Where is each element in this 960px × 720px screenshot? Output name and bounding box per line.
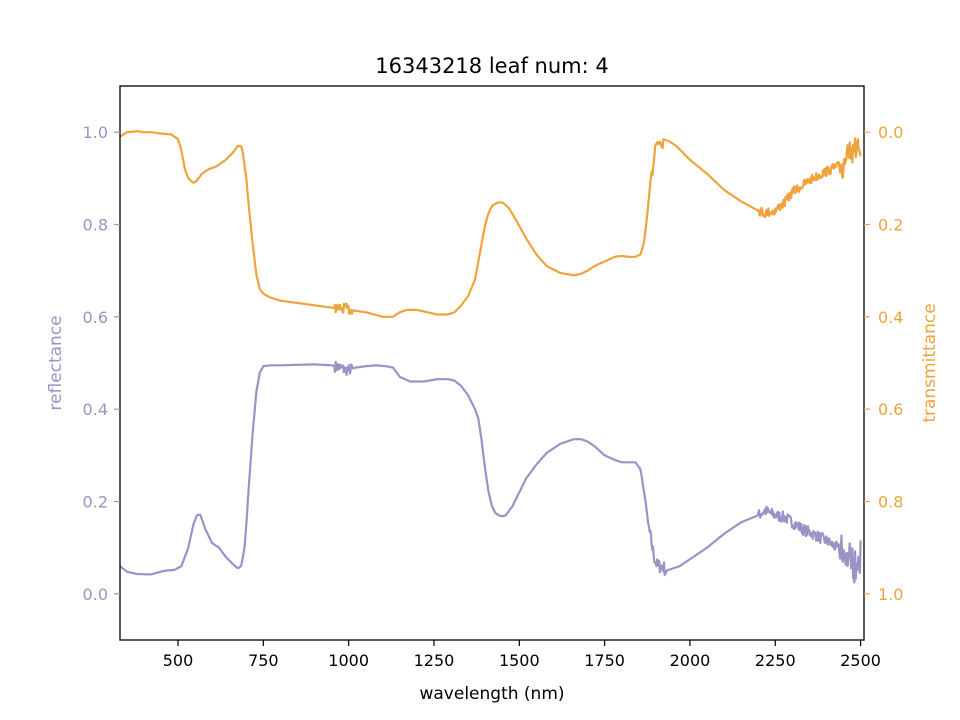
chart-title: 16343218 leaf num: 4 [375,54,608,78]
right-y-tick-label: 0.2 [878,216,903,235]
right-y-tick-label: 0.0 [878,123,903,142]
x-axis: 500 750 1000 1250 1500 1750 2000 2250 2500 [163,640,881,670]
right-y-tick-label: 0.6 [878,400,903,419]
x-tick-label: 2000 [670,651,711,670]
left-y-tick-label: 0.0 [83,585,108,604]
x-axis-title: wavelength (nm) [419,684,564,704]
x-tick-label: 2250 [755,651,796,670]
transmittance-line [119,130,862,318]
x-tick-label: 750 [248,651,279,670]
right-y-tick-label: 1.0 [878,585,903,604]
right-y-tick-label: 0.8 [878,493,903,512]
right-y-tick-label: 0.4 [878,308,903,327]
right-y-axis: 0.0 0.2 0.4 0.6 0.8 1.0 [864,123,903,604]
left-y-axis-title: reflectance [46,315,66,410]
plot-frame [119,85,865,641]
left-y-axis: 0.0 0.2 0.4 0.6 0.8 1.0 [83,123,120,604]
right-y-axis-title: transmittance [920,303,940,422]
left-y-tick-label: 0.4 [83,400,108,419]
left-y-tick-label: 0.2 [83,493,108,512]
left-y-tick-label: 0.6 [83,308,108,327]
left-y-tick-label: 0.8 [83,216,108,235]
left-y-tick-label: 1.0 [83,123,108,142]
x-tick-label: 500 [163,651,194,670]
reflectance-line [119,360,862,584]
x-tick-label: 2500 [840,651,881,670]
x-tick-label: 1250 [414,651,455,670]
x-tick-label: 1500 [499,651,540,670]
series-layer [119,130,862,584]
x-tick-label: 1000 [328,651,369,670]
x-tick-label: 1750 [584,651,625,670]
